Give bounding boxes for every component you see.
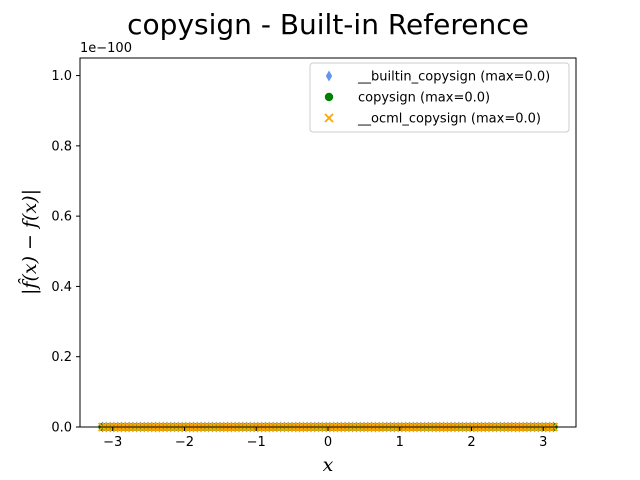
- legend-label-1: __builtin_copysign (max=0.0): [357, 70, 550, 85]
- x-tick-label: 2: [467, 435, 475, 450]
- x-tick-label: −2: [175, 435, 194, 450]
- y-axis-label: |f̂(x) − f(x)|: [18, 189, 41, 295]
- legend: __builtin_copysign (max=0.0) copysign (ma…: [309, 62, 570, 133]
- y-tick-label: 0.2: [51, 350, 72, 365]
- legend-label-2: copysign (max=0.0): [358, 91, 490, 106]
- legend-frame: [309, 62, 570, 133]
- x-tick-label: −3: [103, 435, 122, 450]
- x-tick-label: −1: [247, 435, 266, 450]
- legend-marker-1: [325, 70, 333, 82]
- y-tick-label: 0.6: [51, 210, 72, 225]
- x-tick-label: 0: [324, 435, 332, 450]
- x-tick-label: 3: [539, 435, 547, 450]
- x-tick-label: 1: [396, 435, 404, 450]
- y-tick-label: 0.4: [51, 280, 72, 295]
- y-offset-text: 1e−100: [80, 41, 132, 56]
- legend-items: __builtin_copysign (max=0.0) copysign (ma…: [324, 70, 550, 127]
- x-axis-label: x: [323, 454, 334, 476]
- y-tick-label: 0.0: [51, 421, 72, 436]
- x-axis-ticks: −3 −2 −1 0 1 2 3: [103, 427, 547, 450]
- y-tick-label: 1.0: [51, 69, 72, 84]
- y-axis-ticks: 0.0 0.2 0.4 0.6 0.8 1.0: [51, 69, 80, 436]
- legend-marker-2: [324, 92, 334, 102]
- legend-label-3: __ocml_copysign (max=0.0): [357, 112, 541, 127]
- chart-title: copysign - Built-in Reference: [127, 8, 529, 41]
- legend-marker-3-stroke-b: [324, 113, 334, 123]
- legend-marker-3: [324, 113, 334, 123]
- y-tick-label: 0.8: [51, 139, 72, 154]
